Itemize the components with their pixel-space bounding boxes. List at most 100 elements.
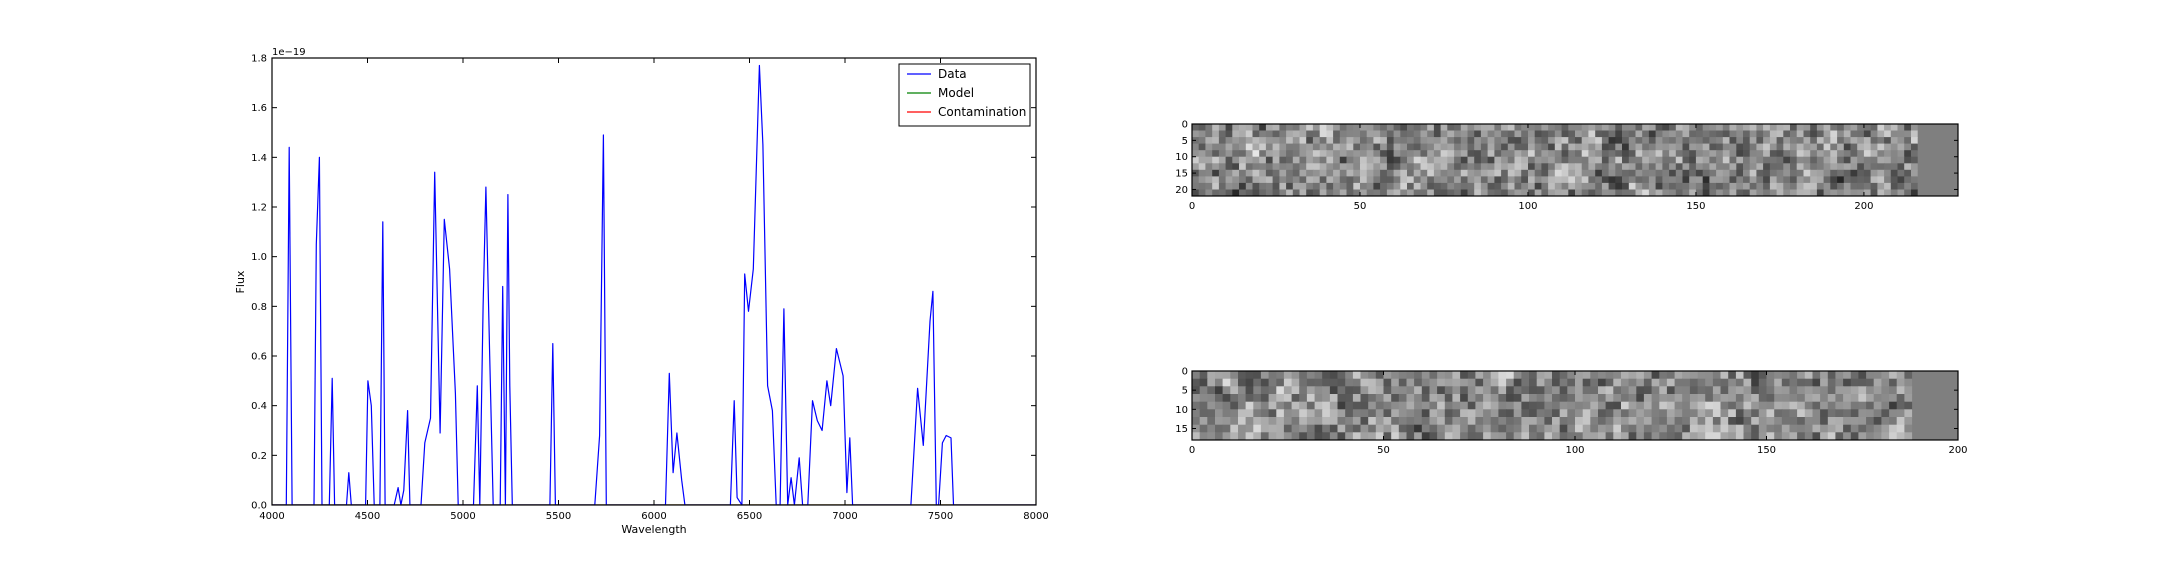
image-pixel bbox=[1414, 409, 1423, 418]
image-pixel bbox=[1352, 409, 1362, 418]
image-pixel bbox=[1279, 189, 1287, 196]
image-pixel bbox=[1877, 156, 1885, 164]
image-pixel bbox=[1366, 169, 1374, 177]
image-pixel bbox=[1682, 189, 1690, 196]
image-pixel bbox=[1245, 424, 1254, 433]
image-pixel bbox=[1712, 409, 1722, 418]
image-pixel bbox=[1279, 130, 1287, 138]
image-pixel bbox=[1554, 130, 1563, 138]
image-pixel bbox=[1352, 394, 1362, 403]
image-pixel bbox=[1360, 386, 1369, 395]
image-pixel bbox=[1268, 394, 1277, 403]
image-pixel bbox=[1554, 169, 1563, 177]
image-pixel bbox=[1884, 156, 1892, 164]
image-pixel bbox=[1568, 156, 1576, 164]
image-pixel bbox=[1212, 124, 1220, 132]
image-pixel bbox=[1567, 417, 1576, 426]
image-pixel bbox=[1575, 189, 1583, 196]
image-pixel bbox=[1655, 137, 1663, 145]
image-pixel bbox=[1803, 143, 1811, 151]
image-pixel bbox=[1598, 371, 1607, 380]
image-pixel bbox=[1774, 378, 1783, 387]
image-pixel bbox=[1613, 386, 1622, 395]
image-pixel bbox=[1444, 394, 1454, 403]
image-pixel bbox=[1312, 137, 1321, 145]
image-pixel bbox=[1595, 124, 1603, 132]
image-pixel bbox=[1225, 130, 1233, 138]
image-pixel bbox=[1339, 182, 1348, 190]
image-pixel bbox=[1575, 182, 1583, 190]
image-pixel bbox=[1659, 371, 1668, 380]
image-pixel bbox=[1314, 386, 1323, 395]
image-pixel bbox=[1810, 182, 1818, 190]
x-tick-label: 200 bbox=[1854, 201, 1873, 212]
image-pixel bbox=[1460, 378, 1469, 387]
image-pixel bbox=[1729, 156, 1737, 164]
image-pixel bbox=[1567, 424, 1576, 433]
image-pixel bbox=[1889, 371, 1898, 380]
image-pixel bbox=[1205, 169, 1213, 177]
image-pixel bbox=[1581, 189, 1589, 196]
image-pixel bbox=[1554, 176, 1563, 184]
image-pixel bbox=[1467, 124, 1475, 132]
image-pixel bbox=[1548, 176, 1556, 184]
image-pixel bbox=[1276, 371, 1285, 380]
image-pixel bbox=[1322, 432, 1331, 440]
image-pixel bbox=[1521, 150, 1529, 158]
image-pixel bbox=[1648, 137, 1657, 145]
image-pixel bbox=[1259, 163, 1267, 171]
image-pixel bbox=[1413, 124, 1421, 132]
image-pixel bbox=[1735, 432, 1745, 440]
image-pixel bbox=[1643, 371, 1653, 380]
image-pixel bbox=[1769, 150, 1778, 158]
image-pixel bbox=[1858, 394, 1867, 403]
image-pixel bbox=[1238, 371, 1247, 380]
image-pixel bbox=[1199, 378, 1208, 387]
image-pixel bbox=[1635, 169, 1643, 177]
image-pixel bbox=[1232, 182, 1240, 190]
image-pixel bbox=[1494, 163, 1502, 171]
image-pixel bbox=[1225, 176, 1233, 184]
image-pixel bbox=[1454, 156, 1462, 164]
image-pixel bbox=[1837, 176, 1845, 184]
image-pixel bbox=[1483, 378, 1492, 387]
image-pixel bbox=[1192, 124, 1200, 132]
image-pixel bbox=[1843, 150, 1852, 158]
image-pixel bbox=[1554, 163, 1563, 171]
image-pixel bbox=[1781, 394, 1791, 403]
image-pixel bbox=[1636, 401, 1645, 410]
image-pixel bbox=[1529, 424, 1538, 433]
image-pixel bbox=[1628, 371, 1637, 380]
image-pixel bbox=[1749, 156, 1757, 164]
image-pixel bbox=[1615, 124, 1623, 132]
image-pixel bbox=[1689, 409, 1699, 418]
image-pixel bbox=[1582, 394, 1591, 403]
image-pixel bbox=[1897, 130, 1905, 138]
image-pixel bbox=[1279, 182, 1287, 190]
image-pixel bbox=[1259, 189, 1267, 196]
image-pixel bbox=[1837, 124, 1845, 132]
image-pixel bbox=[1541, 143, 1549, 151]
image-pixel bbox=[1790, 163, 1798, 171]
image-pixel bbox=[1253, 409, 1262, 418]
image-pixel bbox=[1812, 424, 1821, 433]
image-pixel bbox=[1763, 130, 1771, 138]
image-pixel bbox=[1642, 137, 1650, 145]
image-pixel bbox=[1454, 130, 1462, 138]
image-pixel bbox=[1494, 137, 1502, 145]
image-pixel bbox=[1286, 182, 1294, 190]
image-pixel bbox=[1437, 432, 1446, 440]
image-pixel bbox=[1783, 182, 1791, 190]
image-pixel bbox=[1353, 189, 1361, 196]
image-pixel bbox=[1444, 401, 1454, 410]
image-pixel bbox=[1534, 176, 1542, 184]
image-pixel bbox=[1238, 378, 1247, 387]
image-pixel bbox=[1743, 182, 1751, 190]
image-pixel bbox=[1716, 156, 1724, 164]
image-pixel bbox=[1561, 143, 1569, 151]
image-pixel bbox=[1621, 386, 1630, 395]
image-pixel bbox=[1437, 424, 1446, 433]
image-pixel bbox=[1697, 371, 1706, 380]
x-tick-label: 0 bbox=[1189, 445, 1195, 456]
image-pixel bbox=[1682, 156, 1690, 164]
